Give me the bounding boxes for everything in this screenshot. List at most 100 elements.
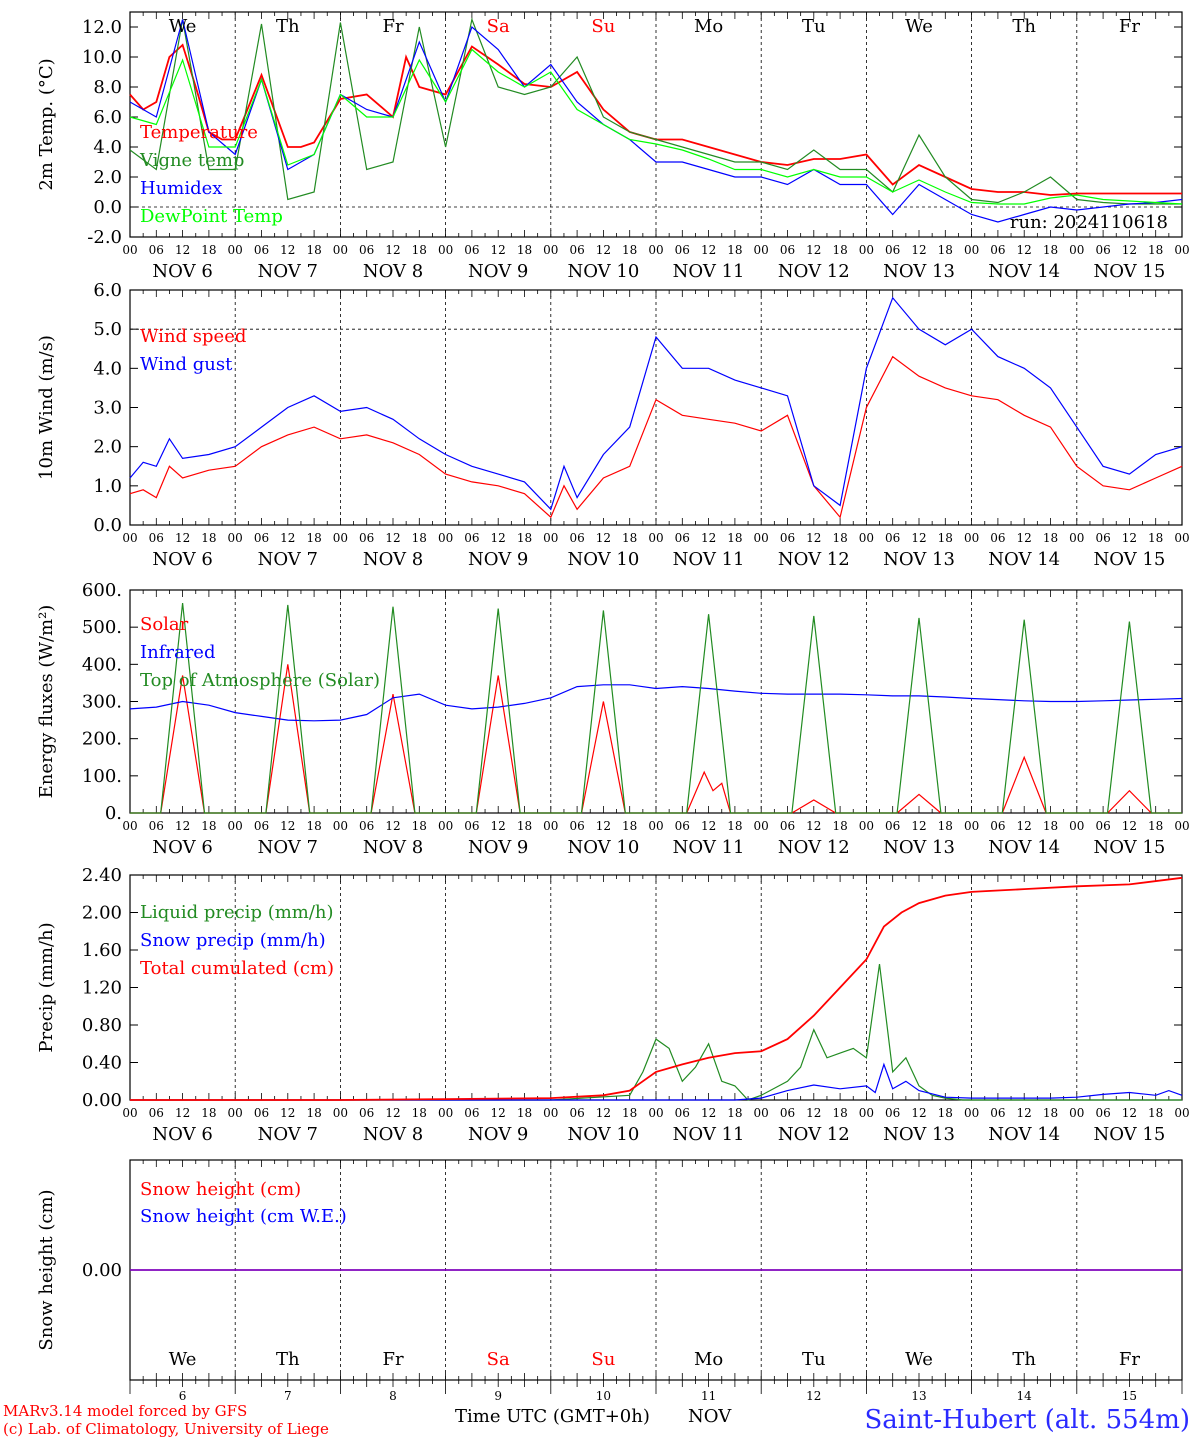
hour-tick-label: 12 <box>491 1106 506 1120</box>
weekday-label-top: Sa <box>487 16 510 37</box>
hour-tick-label: 18 <box>727 531 742 545</box>
hour-tick-label: 12 <box>806 531 821 545</box>
run-annotation: run: 2024110618 <box>1010 212 1168 233</box>
weekday-label-top: Th <box>1012 16 1036 37</box>
y-tick-label: 0.0 <box>93 197 122 218</box>
date-label: NOV 11 <box>673 1124 745 1145</box>
hour-tick-label: 18 <box>412 243 427 257</box>
date-label: NOV 6 <box>152 549 212 570</box>
hour-tick-label: 12 <box>1017 819 1032 833</box>
y-tick-label: 1.20 <box>82 978 122 999</box>
date-label: NOV 15 <box>1093 1124 1165 1145</box>
hour-tick-label: 18 <box>938 1106 953 1120</box>
hour-tick-label: 00 <box>1174 531 1189 545</box>
hour-tick-label: 00 <box>543 1106 558 1120</box>
hour-tick-label: 06 <box>780 1106 795 1120</box>
weekday-label-top: Tu <box>802 16 826 37</box>
legend-entry: Snow precip (mm/h) <box>140 930 326 951</box>
date-label: NOV 9 <box>468 549 528 570</box>
time-axis-title: Time UTC (GMT+0h) <box>455 1406 650 1427</box>
hour-tick-label: 12 <box>385 1106 400 1120</box>
date-label: NOV 15 <box>1093 261 1165 282</box>
hour-tick-label: 06 <box>359 819 374 833</box>
hour-tick-label: 00 <box>1174 1106 1189 1120</box>
hour-tick-label: 18 <box>832 1106 847 1120</box>
hour-tick-label: 00 <box>438 243 453 257</box>
hour-tick-label: 06 <box>569 819 584 833</box>
hour-tick-label: 00 <box>859 531 874 545</box>
y-tick-label: 200. <box>82 729 122 750</box>
hour-tick-label: 18 <box>938 243 953 257</box>
weekday-label-bottom: Th <box>276 1349 300 1370</box>
y-axis-title: Snow height (cm) <box>36 1189 57 1350</box>
y-tick-label: 100. <box>82 766 122 787</box>
hour-tick-label: 18 <box>517 243 532 257</box>
hour-tick-label: 18 <box>622 1106 637 1120</box>
hour-tick-label: 18 <box>306 243 321 257</box>
hour-tick-label: 18 <box>1043 819 1058 833</box>
hour-tick-label: 06 <box>1095 243 1110 257</box>
weekday-label-top: Fr <box>382 16 403 37</box>
hour-tick-label: 12 <box>385 531 400 545</box>
weekday-label-bottom: Su <box>591 1349 615 1370</box>
hour-tick-label: 18 <box>938 819 953 833</box>
weekday-label-bottom: Sa <box>487 1349 510 1370</box>
hour-tick-label: 18 <box>727 243 742 257</box>
date-label: NOV 15 <box>1093 549 1165 570</box>
hour-tick-label: 06 <box>569 1106 584 1120</box>
hour-tick-label: 12 <box>911 531 926 545</box>
weekday-label-top: We <box>169 16 197 37</box>
date-label: NOV 11 <box>673 549 745 570</box>
hour-tick-label: 00 <box>1174 819 1189 833</box>
date-label: NOV 14 <box>988 549 1060 570</box>
legend-entry: Total cumulated (cm) <box>140 958 334 979</box>
hour-tick-label: 12 <box>1122 531 1137 545</box>
y-tick-label: -2.0 <box>87 227 122 248</box>
hour-tick-label: 12 <box>280 1106 295 1120</box>
date-label: NOV 8 <box>363 261 423 282</box>
hour-tick-label: 00 <box>228 1106 243 1120</box>
hour-tick-label: 18 <box>201 1106 216 1120</box>
hour-tick-label: 00 <box>122 1106 137 1120</box>
series-line-wind-gust <box>129 296 1183 511</box>
legend-entry: Snow height (cm) <box>140 1179 301 1200</box>
legend-entry: Humidex <box>140 178 222 199</box>
hour-tick-label: 12 <box>911 819 926 833</box>
day-number-label: 10 <box>596 1389 611 1403</box>
hour-tick-label: 00 <box>438 531 453 545</box>
series-line-temperature <box>129 43 1182 196</box>
hour-tick-label: 12 <box>1122 1106 1137 1120</box>
hour-tick-label: 18 <box>201 243 216 257</box>
y-axis-title: 2m Temp. (°C) <box>36 58 57 190</box>
hour-tick-label: 12 <box>806 819 821 833</box>
y-tick-label: 300. <box>82 692 122 713</box>
hour-tick-label: 00 <box>543 243 558 257</box>
lab-credit: (c) Lab. of Climatology, University of L… <box>3 1420 329 1438</box>
hour-tick-label: 18 <box>1043 531 1058 545</box>
date-label: NOV 15 <box>1093 837 1165 858</box>
hour-tick-label: 06 <box>569 531 584 545</box>
hour-tick-label: 18 <box>517 819 532 833</box>
y-tick-label: 2.0 <box>93 437 122 458</box>
hour-tick-label: 12 <box>701 531 716 545</box>
date-label: NOV 14 <box>988 261 1060 282</box>
panel-1: -2.0 0.0 2.0 4.0 6.0 8.0 10.0 12.0 2m Temp. (°C)… <box>36 11 1190 282</box>
hour-tick-label: 00 <box>1069 1106 1084 1120</box>
hour-tick-label: 00 <box>228 819 243 833</box>
hour-tick-label: 06 <box>990 819 1005 833</box>
hour-tick-label: 18 <box>201 531 216 545</box>
hour-tick-label: 12 <box>175 531 190 545</box>
hour-tick-label: 00 <box>228 531 243 545</box>
series-line-wind-speed <box>129 355 1183 519</box>
y-tick-label: 400. <box>82 654 122 675</box>
day-number-label: 13 <box>911 1389 926 1403</box>
day-number-label: 6 <box>179 1389 187 1403</box>
hour-tick-label: 18 <box>412 531 427 545</box>
hour-tick-label: 06 <box>569 243 584 257</box>
weekday-label-bottom: Fr <box>1119 1349 1140 1370</box>
model-credit: MARv3.14 model forced by GFS <box>3 1402 247 1420</box>
weekday-label-top: Fr <box>1119 16 1140 37</box>
hour-tick-label: 06 <box>675 1106 690 1120</box>
date-label: NOV 11 <box>673 837 745 858</box>
hour-tick-label: 12 <box>911 1106 926 1120</box>
